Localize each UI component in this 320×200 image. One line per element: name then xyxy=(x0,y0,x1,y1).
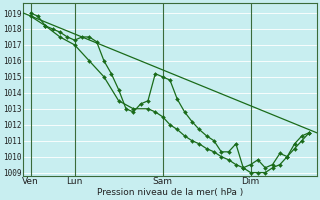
X-axis label: Pression niveau de la mer( hPa ): Pression niveau de la mer( hPa ) xyxy=(97,188,243,197)
